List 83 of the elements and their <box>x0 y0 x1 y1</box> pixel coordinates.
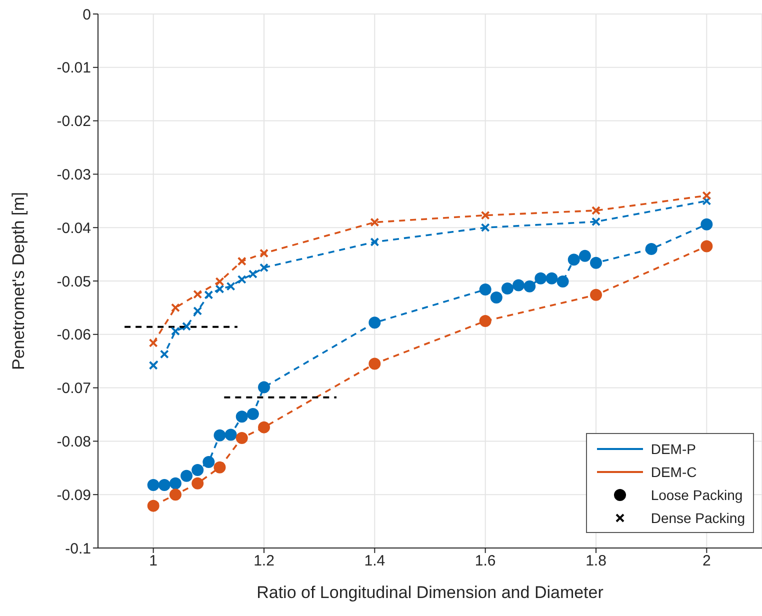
point <box>702 196 712 206</box>
legend-label: DEM-C <box>650 464 697 480</box>
point <box>148 338 158 348</box>
point <box>590 256 602 269</box>
point <box>700 218 713 230</box>
x-axis-title: Ratio of Longitudinal Dimension and Diameter <box>256 583 604 602</box>
x-tick-label: 1.4 <box>364 552 386 570</box>
point <box>237 256 246 266</box>
point <box>370 238 380 247</box>
point <box>215 284 224 294</box>
x-tick-label: 1.8 <box>586 552 606 570</box>
point <box>368 358 381 370</box>
point <box>158 478 170 491</box>
point <box>246 408 259 420</box>
point <box>147 500 160 512</box>
point <box>248 270 258 279</box>
point <box>170 326 180 336</box>
point <box>490 292 502 304</box>
point <box>192 477 204 490</box>
y-tick-label: -0.05 <box>56 273 91 290</box>
y-tick-label: -0.04 <box>56 220 91 237</box>
point <box>226 282 236 291</box>
y-tick-label: -0.03 <box>56 166 91 184</box>
point <box>182 322 192 331</box>
point <box>214 461 226 474</box>
point <box>237 274 246 284</box>
point <box>192 464 204 476</box>
point <box>148 360 158 370</box>
point <box>260 248 268 258</box>
point <box>590 288 602 301</box>
point <box>169 488 182 501</box>
point <box>578 250 591 262</box>
x-tick-label: 1.6 <box>474 552 496 570</box>
point <box>169 477 182 490</box>
point <box>370 218 380 227</box>
point <box>534 272 547 284</box>
annotation: Loose Packing <box>650 486 743 502</box>
point <box>236 432 248 444</box>
point <box>702 191 712 200</box>
point <box>501 282 514 294</box>
point <box>204 290 214 300</box>
point <box>645 242 658 255</box>
point <box>215 277 224 286</box>
y-tick-label: -0.02 <box>56 113 91 130</box>
point <box>556 276 569 288</box>
y-tick-label: 0 <box>82 6 91 24</box>
point <box>224 428 237 441</box>
point <box>193 290 202 299</box>
point <box>568 254 580 266</box>
point <box>180 470 193 482</box>
point <box>546 272 558 284</box>
point <box>480 223 490 232</box>
point <box>236 410 248 423</box>
point <box>258 381 270 394</box>
point <box>147 478 160 491</box>
y-tick-label: -0.09 <box>56 486 91 504</box>
point <box>479 284 492 296</box>
y-tick-label: -0.07 <box>56 380 91 398</box>
x-tick-label: 1.2 <box>254 552 274 570</box>
point <box>480 210 490 220</box>
point <box>592 206 600 216</box>
point <box>193 306 202 316</box>
point <box>592 217 600 226</box>
point <box>700 240 713 252</box>
x-tick-label: 1 <box>149 552 158 570</box>
point <box>512 279 525 292</box>
point <box>368 316 381 329</box>
y-tick-label: -0.06 <box>56 326 91 344</box>
y-tick-label: -0.08 <box>56 434 91 451</box>
point <box>260 263 268 272</box>
point <box>479 315 492 328</box>
point <box>170 303 180 312</box>
annotation: Dense Packing <box>650 510 745 526</box>
x-tick-label: 2 <box>702 552 711 570</box>
point <box>524 280 536 292</box>
y-axis-title: Penetromet's Depth [m] <box>9 192 28 370</box>
point <box>258 421 270 434</box>
point <box>160 350 169 359</box>
point <box>214 429 226 442</box>
point <box>202 456 215 468</box>
legend-label: DEM-P <box>650 440 696 456</box>
y-tick-label: -0.01 <box>56 60 91 77</box>
y-tick-label: -0.1 <box>65 540 91 558</box>
